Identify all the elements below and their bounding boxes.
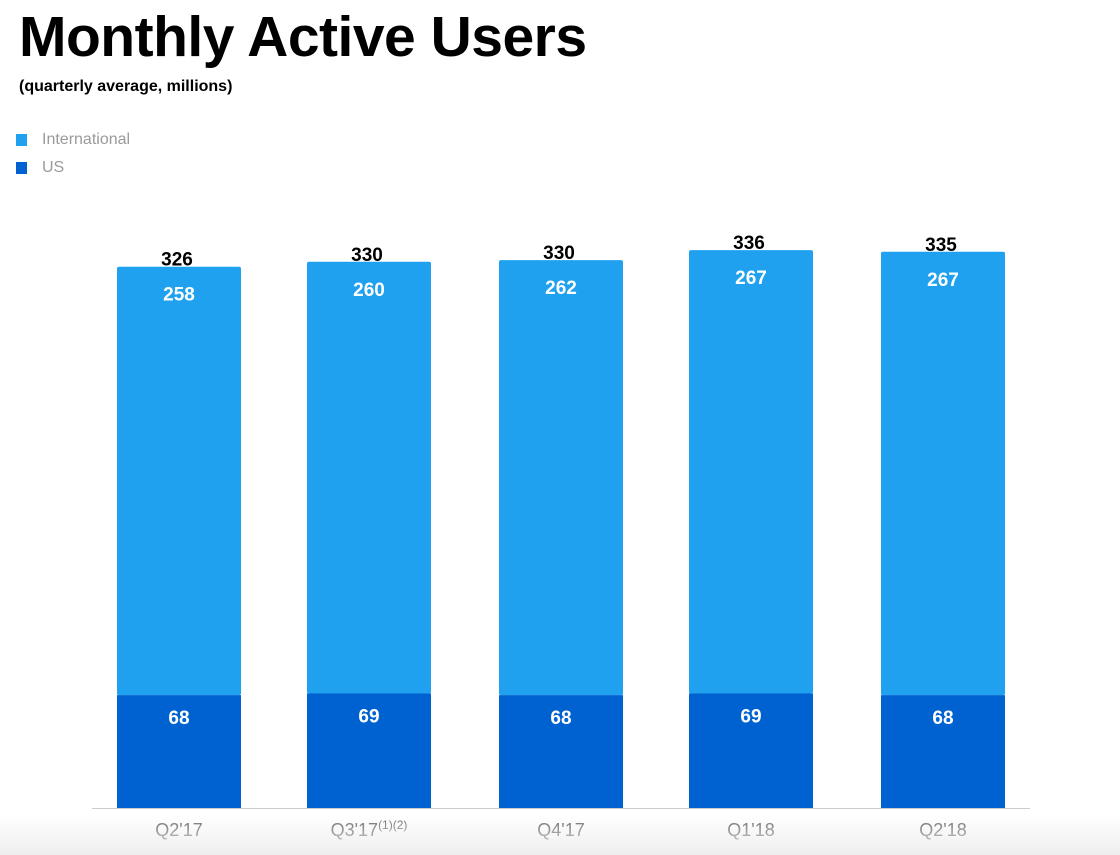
total-label-q3-17: 330 <box>351 245 383 266</box>
bar-us-q3-17 <box>307 693 431 808</box>
chart-title: Monthly Active Users <box>19 5 587 69</box>
data-label-us-q4-17: 68 <box>550 708 571 729</box>
bar-international-q2-17 <box>117 266 241 696</box>
legend-item-us: US <box>16 154 130 182</box>
data-label-international-q3-17: 260 <box>353 280 385 301</box>
legend: International US <box>16 126 130 182</box>
bar-us-q1-18 <box>689 693 813 808</box>
data-label-us-q3-17: 69 <box>358 706 379 727</box>
bar-us-q2-17 <box>117 695 241 808</box>
legend-swatch-international <box>16 134 27 146</box>
data-label-international-q1-18: 267 <box>735 268 767 289</box>
data-label-international-q2-18: 267 <box>927 270 959 291</box>
bar-us-q4-17 <box>499 695 623 808</box>
chart-subtitle: (quarterly average, millions) <box>19 78 233 95</box>
data-label-us-q1-18: 69 <box>740 706 761 727</box>
bar-international-q1-18 <box>689 250 813 694</box>
legend-swatch-us <box>16 162 27 174</box>
total-label-q2-18: 335 <box>925 235 957 256</box>
bottom-shadow <box>0 815 1120 855</box>
legend-label-us: US <box>42 159 65 176</box>
data-label-international-q4-17: 262 <box>545 278 577 299</box>
data-label-us-q2-18: 68 <box>932 708 953 729</box>
bar-international-q4-17 <box>499 260 623 696</box>
legend-item-international: International <box>16 126 130 154</box>
total-label-q1-18: 336 <box>733 233 765 254</box>
total-label-q2-17: 326 <box>161 250 193 271</box>
bar-international-q2-18 <box>881 251 1005 696</box>
data-label-us-q2-17: 68 <box>168 708 189 729</box>
total-label-q4-17: 330 <box>543 243 575 264</box>
data-label-international-q2-17: 258 <box>163 285 195 306</box>
legend-label-international: International <box>42 131 131 148</box>
bar-us-q2-18 <box>881 695 1005 808</box>
bar-international-q3-17 <box>307 261 431 694</box>
